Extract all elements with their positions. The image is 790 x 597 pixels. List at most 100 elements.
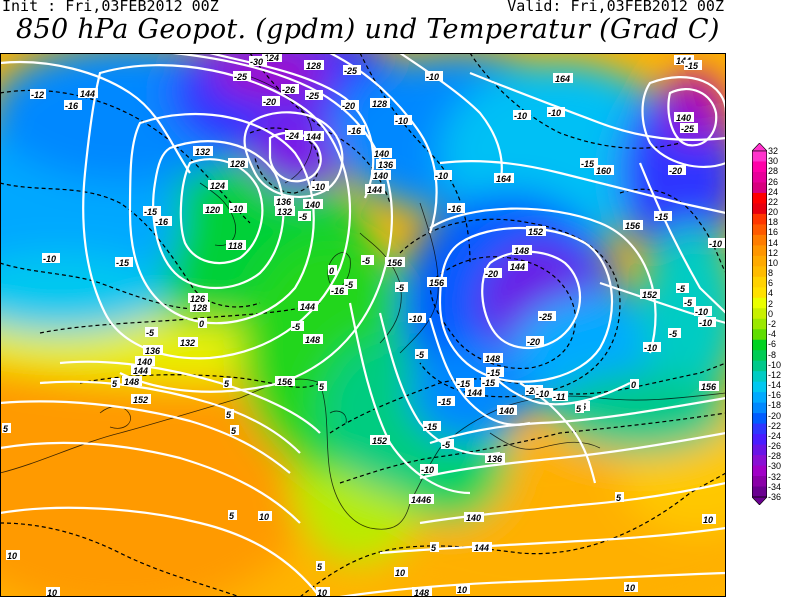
colorbar-tick-label: 8 bbox=[768, 268, 774, 279]
gp-label: 118 bbox=[226, 240, 246, 251]
svg-text:-10: -10 bbox=[426, 72, 439, 82]
svg-text:-25: -25 bbox=[306, 91, 320, 101]
map-title: 850 hPa Geopot. (gpdm) und Temperatur (G… bbox=[16, 14, 720, 45]
temp-label: 10 bbox=[258, 511, 272, 522]
svg-text:-25: -25 bbox=[344, 66, 358, 76]
temp-label: -10 bbox=[42, 253, 60, 264]
gp-label: 136 bbox=[274, 196, 294, 207]
svg-text:118: 118 bbox=[228, 241, 242, 251]
temp-label: -10 bbox=[698, 317, 716, 328]
svg-text:136: 136 bbox=[276, 197, 292, 207]
colorbar-segment bbox=[752, 486, 767, 498]
temp-label: -16 bbox=[64, 100, 82, 111]
temp-label: 5 bbox=[230, 425, 239, 436]
svg-text:144: 144 bbox=[676, 56, 691, 66]
gp-label: 148 bbox=[483, 353, 503, 364]
svg-text:-16: -16 bbox=[448, 204, 462, 214]
temp-label: 5 bbox=[316, 561, 325, 572]
colorbar-tick-label: 6 bbox=[768, 278, 774, 289]
colorbar-segment bbox=[752, 234, 767, 246]
colorbar-segment bbox=[752, 392, 767, 404]
svg-text:5: 5 bbox=[616, 493, 622, 503]
svg-text:10: 10 bbox=[259, 512, 269, 522]
temp-label: -25 bbox=[680, 123, 698, 134]
svg-text:148: 148 bbox=[485, 354, 500, 364]
colorbar-tick-label: 32 bbox=[768, 146, 779, 156]
temp-label: -5 bbox=[395, 282, 408, 293]
colorbar-segment bbox=[752, 444, 767, 456]
svg-text:-15: -15 bbox=[116, 258, 130, 268]
colorbar-segment bbox=[752, 266, 767, 278]
svg-text:5: 5 bbox=[229, 511, 235, 521]
temp-label: -10 bbox=[513, 110, 531, 121]
svg-text:0: 0 bbox=[199, 319, 204, 329]
gp-label: 128 bbox=[304, 60, 324, 71]
gp-label: 128 bbox=[370, 98, 390, 109]
svg-text:140: 140 bbox=[373, 171, 388, 181]
temp-label: -30 bbox=[249, 56, 267, 67]
svg-text:5: 5 bbox=[431, 543, 437, 553]
svg-text:140: 140 bbox=[374, 149, 389, 159]
colorbar-svg bbox=[751, 142, 768, 506]
temp-label: -5 bbox=[361, 255, 374, 266]
temp-label: -16 bbox=[330, 285, 348, 296]
svg-text:144: 144 bbox=[300, 302, 315, 312]
temp-label: 5 bbox=[223, 378, 232, 389]
colorbar-tick-label: 18 bbox=[768, 217, 779, 228]
colorbar-tick-label: 30 bbox=[768, 156, 779, 167]
map-header: Init : Fri,03FEB2012 00Z Valid: Fri,03FE… bbox=[0, 0, 790, 52]
colorbar-tick-label: 12 bbox=[768, 247, 779, 258]
svg-text:-5: -5 bbox=[362, 256, 371, 266]
svg-text:144: 144 bbox=[467, 388, 482, 398]
svg-text:156: 156 bbox=[701, 382, 717, 392]
colorbar-tick-label: 4 bbox=[768, 288, 774, 299]
gp-label: 140 bbox=[674, 112, 694, 123]
colorbar-segment bbox=[752, 318, 767, 330]
colorbar-tick-label: -16 bbox=[768, 390, 782, 401]
colorbar-tick-label: -26 bbox=[768, 441, 782, 452]
svg-text:-5: -5 bbox=[345, 280, 354, 290]
temp-label: -15 bbox=[684, 60, 702, 71]
svg-text:10: 10 bbox=[317, 588, 327, 597]
temp-label: 5 bbox=[318, 381, 327, 392]
temp-label: -10 bbox=[420, 464, 438, 475]
svg-text:152: 152 bbox=[133, 395, 148, 405]
temp-label: -10 bbox=[694, 306, 712, 317]
svg-text:128: 128 bbox=[230, 159, 245, 169]
colorbar-segment bbox=[752, 255, 767, 267]
temp-label: -5 bbox=[683, 297, 696, 308]
colorbar-segment bbox=[752, 203, 767, 215]
colorbar-segment bbox=[752, 171, 767, 183]
colorbar-segment bbox=[752, 413, 767, 425]
svg-text:126: 126 bbox=[190, 294, 206, 304]
svg-text:0: 0 bbox=[631, 380, 636, 390]
colorbar-tick-label: 28 bbox=[768, 166, 779, 177]
colorbar-segment bbox=[752, 182, 767, 194]
temp-label: -26 bbox=[281, 84, 299, 95]
gp-label: 136 bbox=[143, 345, 163, 356]
svg-text:-5: -5 bbox=[669, 329, 678, 339]
svg-text:140: 140 bbox=[676, 113, 691, 123]
svg-text:-10: -10 bbox=[536, 389, 549, 399]
temp-label: -5 bbox=[298, 211, 311, 222]
svg-text:5: 5 bbox=[112, 379, 118, 389]
colorbar-segment bbox=[752, 245, 767, 257]
svg-text:160: 160 bbox=[596, 166, 611, 176]
svg-text:-10: -10 bbox=[709, 239, 722, 249]
gp-label: 136 bbox=[376, 159, 396, 170]
svg-text:-10: -10 bbox=[695, 307, 708, 317]
svg-text:148: 148 bbox=[414, 588, 429, 597]
temp-label: -25 bbox=[538, 311, 556, 322]
colorbar-tick-label: -30 bbox=[768, 461, 782, 472]
temp-label: -15 bbox=[143, 206, 161, 217]
svg-text:140: 140 bbox=[499, 406, 514, 416]
gp-label: 120 bbox=[203, 204, 223, 215]
gp-label: 148 bbox=[122, 376, 142, 387]
svg-text:5: 5 bbox=[224, 379, 230, 389]
gp-label: 132 bbox=[275, 206, 295, 217]
temp-label: 0 bbox=[198, 318, 207, 329]
gp-label: 128 bbox=[228, 158, 248, 169]
colorbar-tick-label: 14 bbox=[768, 237, 779, 248]
temp-label: -10 bbox=[643, 342, 661, 353]
colorbar-tick-label: 16 bbox=[768, 227, 779, 238]
